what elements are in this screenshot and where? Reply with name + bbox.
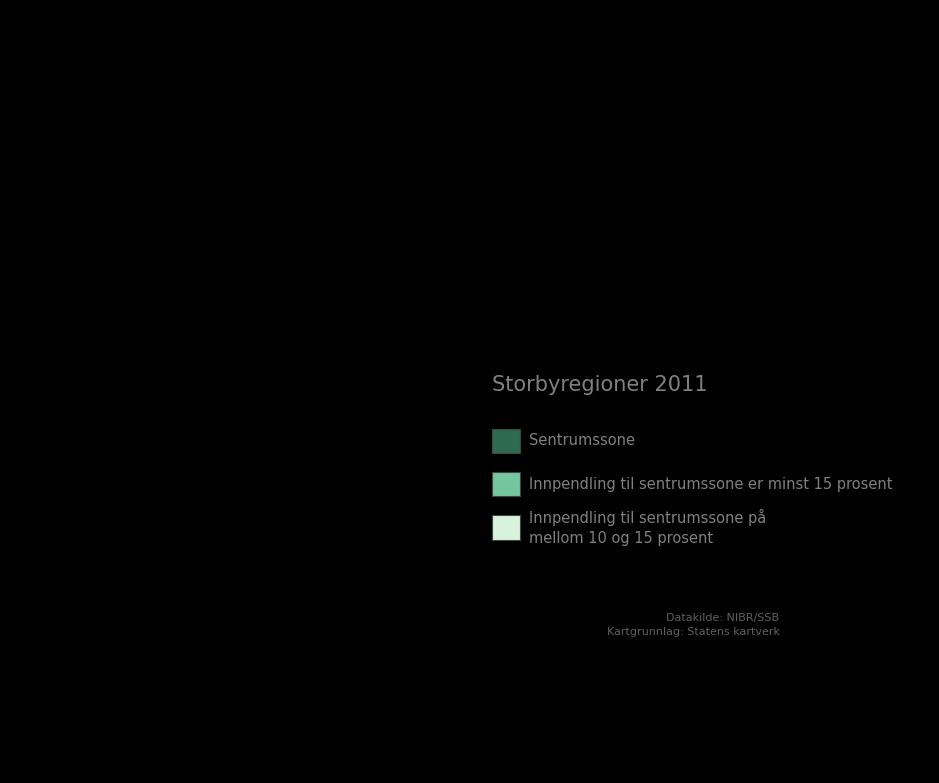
Bar bbox=[492, 428, 520, 453]
Bar bbox=[492, 472, 520, 496]
Text: Datakilde: NIBR/SSB
Kartgrunnlag: Statens kartverk: Datakilde: NIBR/SSB Kartgrunnlag: Staten… bbox=[607, 612, 779, 637]
Text: Sentrumssone: Sentrumssone bbox=[529, 433, 635, 448]
Text: Innpendling til sentrumssone på
mellom 10 og 15 prosent: Innpendling til sentrumssone på mellom 1… bbox=[529, 509, 766, 546]
Bar bbox=[492, 515, 520, 539]
Text: Storbyregioner 2011: Storbyregioner 2011 bbox=[492, 375, 708, 395]
Text: Innpendling til sentrumssone er minst 15 prosent: Innpendling til sentrumssone er minst 15… bbox=[529, 477, 892, 492]
